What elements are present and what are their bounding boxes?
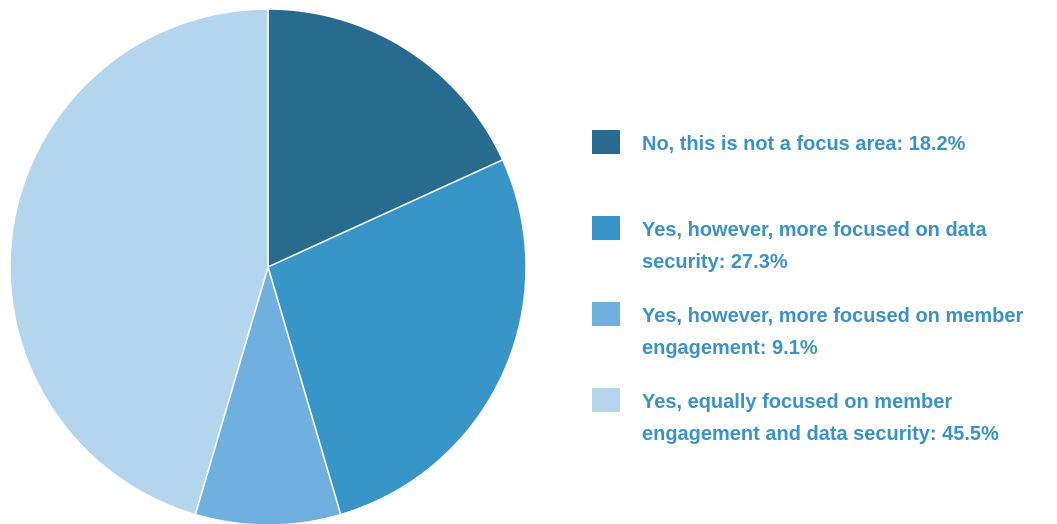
legend-label: Yes, equally focused on member engagemen… [642,391,999,445]
pie-slice-data-security [267,158,527,516]
legend-swatch [592,216,620,240]
legend-swatch [592,388,620,412]
legend-swatch [592,302,620,326]
legend-label: No, this is not a focus area: 18.2% [642,133,966,155]
chart-legend: No, this is not a focus area: 18.2% Yes,… [592,0,1052,524]
legend-swatch [592,130,620,154]
legend-label: Yes, however, more focused on member eng… [642,305,1024,359]
pie-slice-not-focus-area [267,8,504,269]
pie-slice-member-engagement [194,264,342,524]
legend-label: Yes, however, more focused on data secur… [642,219,987,273]
pie-chart-plot [9,8,527,524]
pie-slice-equally-focused [9,8,269,516]
